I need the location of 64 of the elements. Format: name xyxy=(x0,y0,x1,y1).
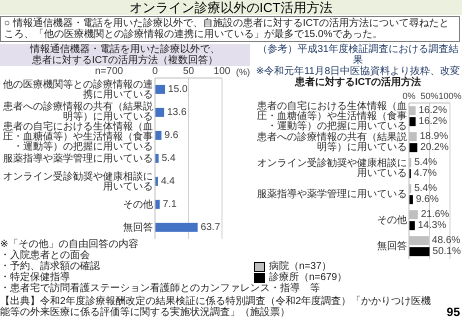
y-tick-label: 服薬指導や薬学管理に用いている xyxy=(3,152,153,164)
x-tick-label: 0 xyxy=(152,66,158,77)
data-label: 48.6% xyxy=(432,235,460,246)
bar xyxy=(409,143,418,152)
text: ○ 情報通信機器・電話を用いた診療以外で、自施設の患者に対するICTの活用方法について尋ねたところ、「他の医療機関との診療情報の連携に用いている」が最多で15.0%であった。 xyxy=(0,16,460,42)
y-tick-label: 患者への診療情報の共有（結果説明等）に用いている xyxy=(256,130,407,152)
data-label: 13.6 xyxy=(167,106,188,118)
text: ・特定保健指導 xyxy=(0,272,70,283)
chart-title: （参考）平成31年度検証調査における調査結果 xyxy=(256,44,459,66)
text: 95 xyxy=(446,305,460,319)
y-tick-label: オンライン受診勧奨や健康相談に用いている xyxy=(257,156,407,178)
bar xyxy=(155,84,166,94)
data-label: 5.4% xyxy=(414,157,438,168)
bar xyxy=(155,108,164,117)
y-tick-label: 他の医療機関等との診療情報の連携に用いている xyxy=(3,78,153,100)
data-label: 16.2% xyxy=(418,116,448,128)
data-label: 20.2% xyxy=(420,142,449,154)
y-tick-label: その他 xyxy=(377,214,407,226)
bar xyxy=(155,200,160,209)
y-tick-label: 服薬指導や薬学管理に用いている xyxy=(257,188,407,200)
bar xyxy=(409,247,430,256)
y-tick-label: 患者への診療情報の共有（結果説明等）に用いている xyxy=(2,100,153,122)
x-tick-label: 50 xyxy=(182,66,194,77)
y-tick-label: 無回答 xyxy=(123,221,153,233)
data-label: 21.6% xyxy=(420,209,450,220)
text: ・予約、請求額の確認 xyxy=(0,261,101,272)
text: 患者に対するICTの活用方法 xyxy=(294,77,422,88)
data-label: 50.1% xyxy=(432,246,462,258)
data-label: 5.4% xyxy=(414,183,438,194)
legend-label: 診療所（n=679） xyxy=(268,272,348,283)
y-tick-label: 患者の自宅における生体情報（血圧・血糖値等）や生活情報（食事・運動等）の把握に用いている xyxy=(256,100,407,132)
bar xyxy=(155,130,162,140)
y-tick-label: オンライン受診勧奨や健康相談に用いている xyxy=(3,170,153,192)
y-tick-label: 無回答 xyxy=(377,240,407,252)
text: ・患者宅で訪問看護ステーション看護師とのカンファレンス・指導 等 xyxy=(0,283,320,294)
data-label: 4.4 xyxy=(160,176,176,187)
chart-subtitle: ※令和元年11月8日中医協資料より抜粋、改変 xyxy=(254,66,462,77)
legend-label: 病院（n=37） xyxy=(268,261,332,272)
y-tick-label: その他 xyxy=(123,198,153,210)
data-label: 9.6 xyxy=(164,130,179,141)
text: ・入院患者との面会 xyxy=(0,250,90,261)
text: 【出典】令和2年度診療報酬改定の結果検証に係る特別調査（令和2年度調査）「かかりつけ医機能等の外来医療に係る評価等に関する実施状況調査」（施設票） xyxy=(0,296,432,318)
chart-title: 情報通信機器・電話を用いた診療以外で、患者に対するICTの活用方法（複数回答） xyxy=(29,44,221,66)
data-label: 4.7% xyxy=(414,168,437,180)
bar xyxy=(409,221,415,230)
x-axis-title: (%) xyxy=(236,66,250,78)
data-label: 16.2% xyxy=(418,105,448,116)
data-label: 9.6% xyxy=(416,194,439,206)
text: オンライン診療以外のICT活用方法 xyxy=(0,0,462,15)
x-tick-label: 0% xyxy=(402,91,416,101)
data-label: 18.9% xyxy=(420,131,448,142)
x-tick-label: 100 xyxy=(214,66,231,77)
bar xyxy=(409,117,416,126)
data-label: 7.1 xyxy=(162,198,178,210)
text: n=700 xyxy=(95,66,124,78)
data-label: 63.7 xyxy=(200,222,221,233)
data-label: 15.0 xyxy=(168,84,188,95)
text: ※「その他」の自由回答の内容 xyxy=(0,239,140,250)
data-label: 14.3% xyxy=(418,220,446,232)
y-tick-label: 患者の自宅における生体情報（血圧・血糖値等）や生活情報（食事・運動等）の把握に用いている xyxy=(2,120,153,152)
data-label: 5.4 xyxy=(162,152,176,164)
x-tick-label: 50% xyxy=(420,91,439,101)
bar xyxy=(155,222,198,232)
x-tick-label: 100% xyxy=(438,91,462,101)
